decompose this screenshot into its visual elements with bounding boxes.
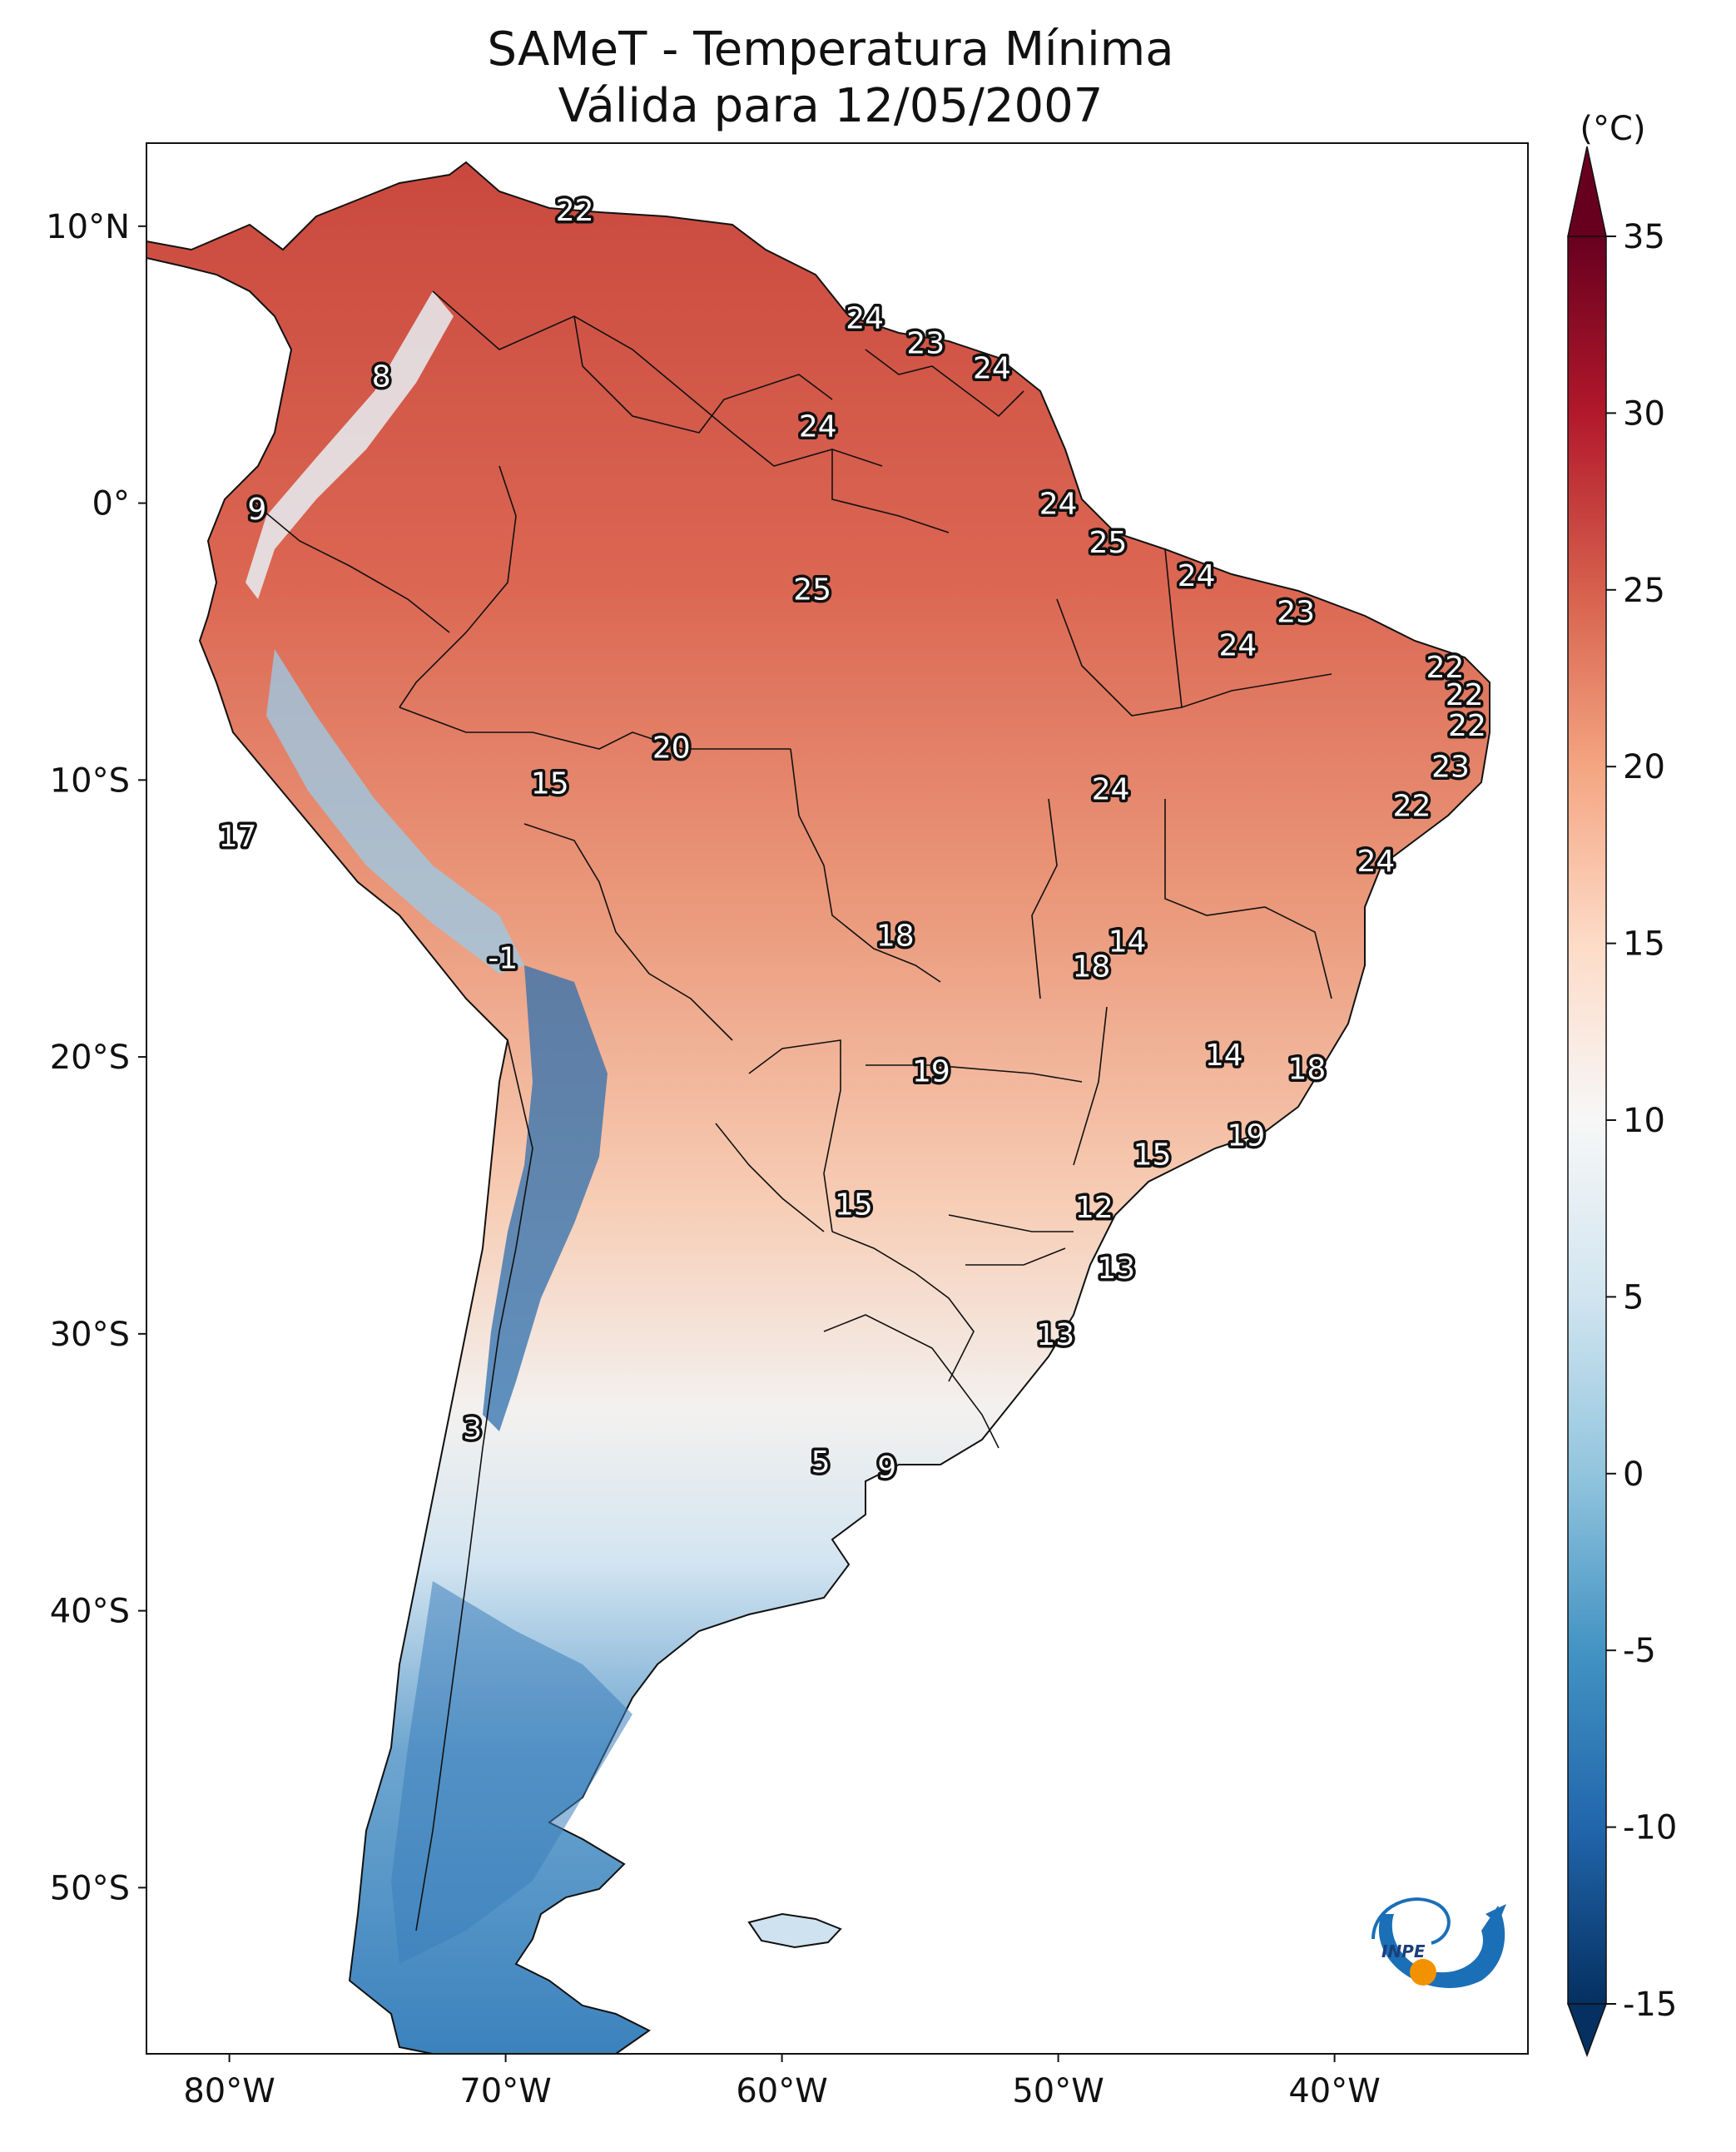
map-frame — [146, 142, 1529, 2055]
map-title-line1: SAMeT - Temperatura Mínima — [487, 22, 1173, 77]
andes-cool-band-colombia — [246, 291, 454, 599]
colorbar-tick-label: -5 — [1623, 1632, 1656, 1670]
andes-cool-band-north — [266, 649, 524, 974]
lon-tick-label: 70°W — [459, 2072, 551, 2110]
station-value-label: 24 — [1039, 488, 1078, 522]
logo-orbit — [1371, 1897, 1451, 1945]
south-america-landmass — [146, 161, 1490, 2054]
falkland-islands — [747, 1912, 842, 1949]
colorbar-tick-label: 0 — [1623, 1455, 1644, 1494]
station-value-label: 15 — [1133, 1138, 1172, 1173]
lat-tick-label: 20°S — [50, 1039, 130, 1077]
lon-tick-label: 40°W — [1288, 2072, 1380, 2110]
station-value-label: 18 — [876, 920, 915, 954]
station-value-label: 12 — [1075, 1191, 1114, 1225]
station-value-label: 20 — [652, 731, 691, 765]
station-value-label: 22 — [1446, 678, 1484, 712]
station-value-label: 24 — [1092, 772, 1130, 806]
station-value-label: 24 — [1357, 845, 1395, 879]
logo-arrow-head — [1486, 1904, 1506, 1924]
patagonia-cold — [391, 1581, 632, 1964]
station-value-label: 13 — [1097, 1252, 1135, 1286]
station-value-label: 15 — [531, 767, 569, 801]
station-value-label: 18 — [1287, 1052, 1326, 1086]
inpe-logo: INPE — [1371, 1897, 1506, 1988]
station-value-label: 22 — [1448, 709, 1486, 743]
lat-tick-label: 0° — [92, 485, 130, 523]
lon-tick-label: 50°W — [1012, 2072, 1104, 2110]
station-value-label: 9 — [247, 493, 266, 527]
station-value-label: 8 — [372, 360, 391, 394]
colorbar-tick-label: 35 — [1623, 218, 1665, 256]
colorbar-unit-label: (°C) — [1580, 110, 1645, 148]
lat-tick-label: 40°S — [50, 1593, 130, 1631]
lat-tick-label: 50°S — [50, 1869, 130, 1907]
station-value-label: 18 — [1073, 950, 1111, 984]
colorbar: (°C) 35 30 25 20 15 10 5 0 -5 -10 -15 — [1566, 110, 1677, 2058]
lon-tick-label: 60°W — [736, 2072, 827, 2110]
logo-swoosh — [1378, 1906, 1505, 1988]
logo-orange-dot — [1410, 1959, 1436, 1986]
colorbar-tick-label: 20 — [1623, 748, 1665, 786]
station-value-label: 24 — [973, 352, 1011, 386]
station-value-label: 24 — [1218, 628, 1257, 662]
station-value-label: 22 — [1426, 651, 1464, 685]
colorbar-tick-label: 25 — [1623, 572, 1665, 610]
andes-cold-band — [483, 965, 608, 1431]
station-value-label: 23 — [906, 327, 945, 361]
colorbar-tick-label: 5 — [1623, 1278, 1644, 1316]
station-value-label: 25 — [793, 573, 831, 607]
station-value-label: 17 — [219, 820, 257, 854]
station-value-label: 24 — [1178, 559, 1216, 593]
map-axes: 80°W 70°W 60°W 50°W 40°W 10°N 0° 10°S 20°S 30°S 40… — [46, 208, 1381, 2110]
country-borders — [249, 290, 1332, 1931]
colorbar-body — [1567, 236, 1607, 2005]
colorbar-tick-label: 10 — [1623, 1102, 1665, 1140]
colorbar-extend-bottom — [1566, 2003, 1608, 2058]
logo-text: INPE — [1381, 1941, 1426, 1961]
colorbar-tick-label: -10 — [1623, 1809, 1677, 1847]
station-value-label: 14 — [1205, 1039, 1243, 1073]
station-value-label: 13 — [1036, 1318, 1074, 1352]
colorbar-extend-top — [1567, 146, 1607, 237]
lat-tick-label: 10°S — [50, 761, 130, 800]
station-value-label: -1 — [488, 941, 518, 975]
map-title-line2: Válida para 12/05/2007 — [558, 79, 1104, 133]
station-value-label: 23 — [1431, 751, 1470, 785]
station-value-label: 25 — [1089, 526, 1127, 560]
map-panel — [146, 143, 1528, 2054]
station-value-label: 9 — [877, 1451, 896, 1485]
station-value-label: 24 — [799, 409, 837, 444]
colorbar-tick-label: 30 — [1623, 394, 1665, 433]
colorbar-tick-label: 15 — [1623, 925, 1665, 964]
colorbar-tick-label: -15 — [1623, 1986, 1677, 2024]
station-value-label: 23 — [1277, 595, 1315, 629]
station-value-label: 3 — [463, 1412, 482, 1446]
station-value-label: 22 — [556, 194, 594, 228]
lon-tick-label: 80°W — [183, 2072, 275, 2110]
station-value-label: 14 — [1109, 925, 1147, 959]
station-value-label: 15 — [835, 1188, 873, 1222]
station-value-label: 24 — [846, 302, 884, 336]
lat-tick-label: 10°N — [46, 208, 130, 246]
station-value-label: 22 — [1393, 789, 1431, 823]
colorbar-ticks: 35 30 25 20 15 10 5 0 -5 -10 -15 — [1606, 218, 1677, 2024]
station-value-label: 19 — [912, 1055, 950, 1089]
station-value-label: 19 — [1227, 1118, 1265, 1153]
lat-tick-label: 30°S — [50, 1316, 130, 1354]
station-value-label: 5 — [811, 1445, 831, 1480]
